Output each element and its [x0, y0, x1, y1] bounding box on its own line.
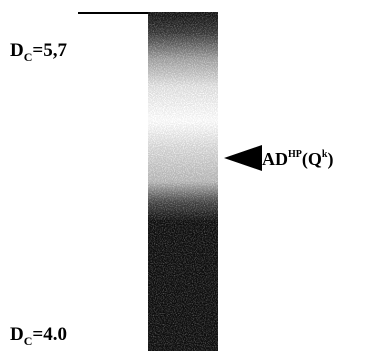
figure: DC=5,7 DC=4.0 ADHP(Qk)	[0, 0, 383, 351]
gradient-tube	[148, 12, 218, 351]
arrow	[224, 145, 262, 171]
bottom-density-label: DC=4.0	[10, 324, 67, 348]
top-density-label: DC=5,7	[10, 40, 67, 64]
band-label: ADHP(Qk)	[262, 149, 333, 170]
